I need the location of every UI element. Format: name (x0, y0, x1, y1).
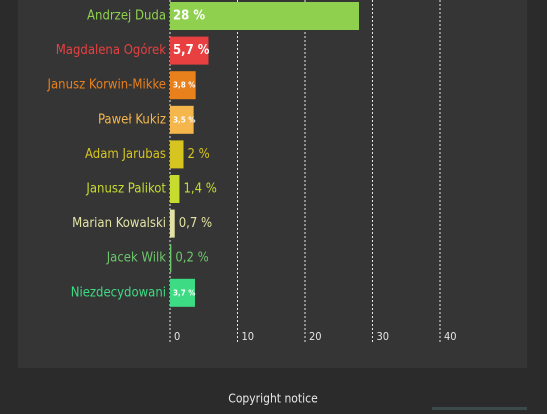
value-label: 3,8 % (173, 81, 195, 90)
category-label: Jacek Wilk (106, 251, 167, 266)
category-label: Andrzej Duda (87, 9, 166, 24)
value-label: 1,4 % (183, 182, 216, 197)
chart-panel (18, 0, 527, 368)
value-label: 2 % (188, 147, 210, 162)
value-label: 3,5 % (173, 115, 195, 124)
value-label: 5,7 % (173, 43, 210, 58)
x-tick-label: 0 (174, 330, 180, 343)
category-label: Adam Jarubas (85, 147, 166, 162)
category-label: Janusz Korwin-Mikke (47, 78, 166, 93)
x-tick-label: 40 (444, 330, 457, 343)
value-label: 0,2 % (175, 251, 208, 266)
bar (170, 244, 172, 273)
bar (170, 2, 359, 30)
category-label: Niezdecydowani (71, 285, 166, 300)
value-label: 0,7 % (179, 216, 212, 231)
category-label: Magdalena Ogórek (56, 43, 167, 58)
bar (170, 105, 194, 134)
bar (170, 209, 175, 238)
category-label: Marian Kowalski (72, 216, 166, 231)
bar (170, 71, 196, 100)
x-tick-label: 20 (309, 330, 322, 343)
footer: Copyright notice (228, 392, 318, 406)
bar (170, 278, 195, 307)
bar (170, 36, 209, 65)
value-label: 3,7 % (173, 288, 195, 297)
x-tick-label: 30 (377, 330, 390, 343)
bar (170, 140, 184, 169)
category-label: Janusz Palikot (85, 182, 166, 197)
x-tick-label: 10 (242, 330, 255, 343)
bar (170, 175, 180, 203)
category-label: Paweł Kukiz (98, 112, 166, 127)
value-label: 28 % (173, 9, 205, 24)
